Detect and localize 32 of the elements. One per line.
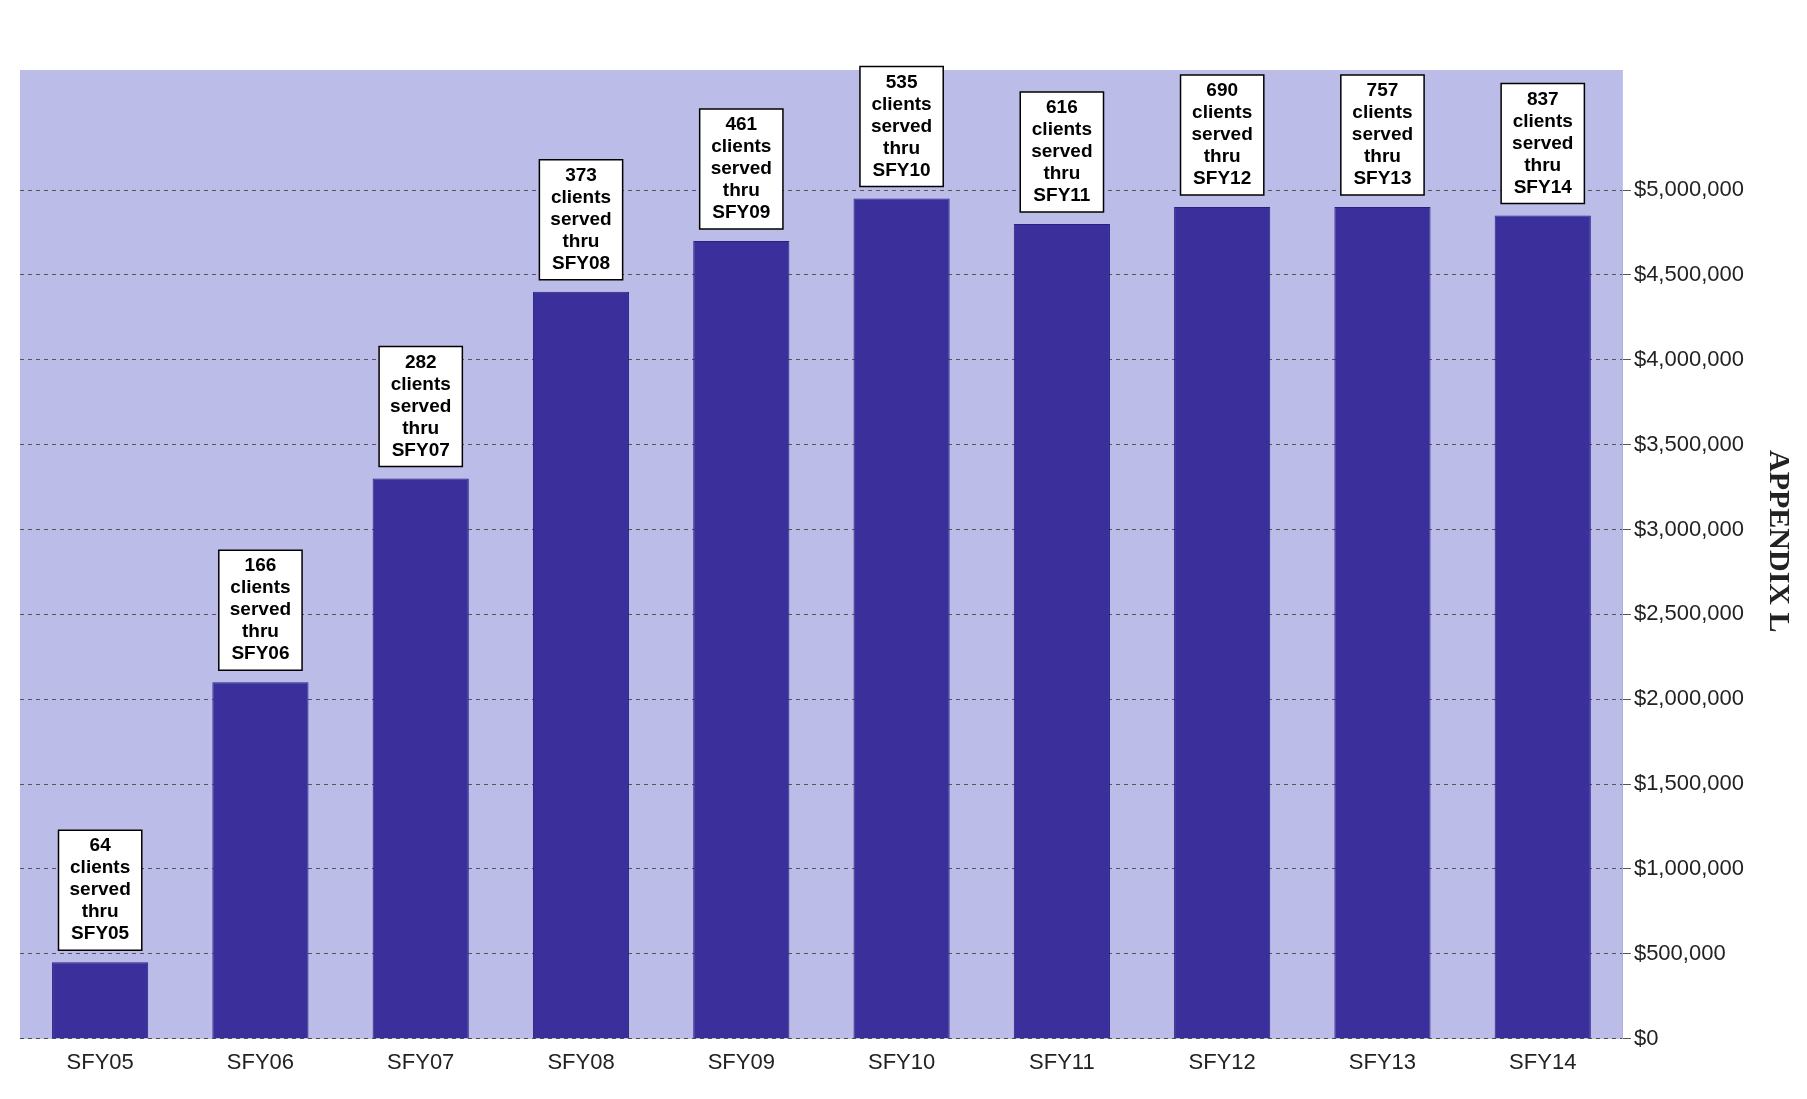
y-tick-label: $2,500,000: [1633, 600, 1744, 626]
y-tick-label: $3,500,000: [1633, 430, 1744, 456]
x-tick-label: SFY05: [66, 1048, 134, 1074]
x-tick-label: SFY10: [867, 1048, 936, 1074]
y-tick-label: $4,000,000: [1633, 345, 1744, 371]
annotation: 166 clients served thru SFY06: [229, 554, 292, 664]
annotation: 373 clients served thru SFY08: [550, 164, 612, 274]
annotation: 282 clients served thru SFY07: [390, 350, 452, 460]
x-tick-label: SFY08: [547, 1048, 615, 1074]
annotation: 461 clients served thru SFY09: [710, 113, 772, 223]
x-tick-label: SFY14: [1509, 1048, 1577, 1074]
y-tick-label: $0: [1633, 1024, 1659, 1050]
x-tick-label: SFY12: [1188, 1048, 1256, 1074]
x-tick-label: SFY11: [1029, 1048, 1095, 1074]
annotation: 64 clients served thru SFY05: [69, 834, 131, 944]
text: APPENDIX L: [1763, 450, 1797, 633]
annotation: 535 clients served thru SFY10: [870, 70, 933, 180]
y-tick-label: $4,500,000: [1633, 260, 1744, 286]
y-tick-label: $500,000: [1633, 939, 1726, 965]
annotation: 690 clients served thru SFY12: [1191, 79, 1253, 189]
y-tick-label: $2,000,000: [1633, 685, 1744, 711]
x-tick-label: SFY06: [226, 1048, 295, 1074]
x-tick-label: SFY09: [707, 1048, 775, 1074]
y-tick-label: $3,000,000: [1633, 515, 1744, 541]
annotation: 757 clients served thru SFY13: [1351, 79, 1414, 189]
y-tick-label: $5,000,000: [1633, 176, 1744, 202]
y-tick-label: $1,000,000: [1633, 854, 1744, 880]
y-tick-label: $1,500,000: [1633, 770, 1744, 796]
x-tick-label: SFY07: [387, 1048, 455, 1074]
annotation: 616 clients served thru SFY11: [1031, 96, 1093, 206]
annotation: 837 clients served thru SFY14: [1512, 87, 1574, 197]
x-tick-label: SFY13: [1348, 1048, 1417, 1074]
